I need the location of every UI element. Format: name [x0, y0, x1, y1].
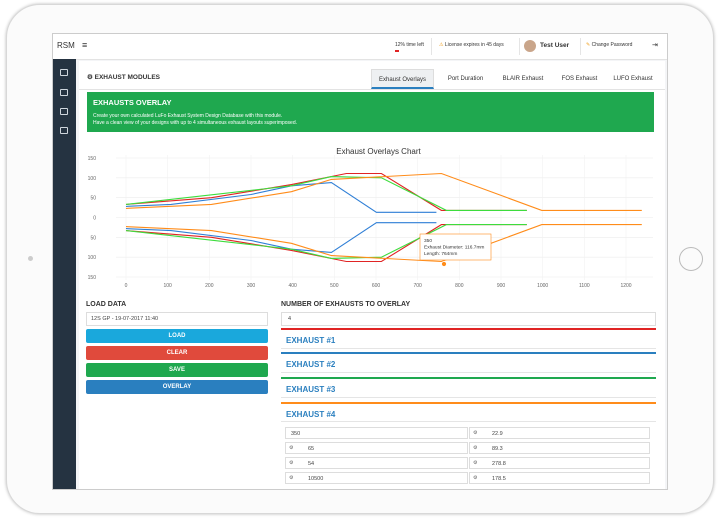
- x-tick-label: 600: [372, 283, 381, 289]
- series-line: [125, 224, 642, 263]
- chart: Exhaust Overlays Chart150100500501001500…: [88, 147, 653, 289]
- load-select-text[interactable]: 12S GP - 19-07-2017 11:40: [91, 316, 159, 322]
- exhaust-count-select[interactable]: 4: [281, 312, 656, 326]
- menu-icon[interactable]: ≡: [82, 40, 88, 50]
- input-field[interactable]: 10500: [285, 472, 468, 484]
- module-title-text: EXHAUST MODULES: [94, 74, 161, 81]
- input-icon: ⚙: [289, 460, 294, 466]
- x-tick-label: 0: [125, 283, 128, 289]
- input-field[interactable]: 350: [285, 427, 468, 439]
- x-tick-label: 1100: [579, 283, 590, 289]
- license-text: License expires in 45 days: [444, 42, 504, 48]
- home-button[interactable]: [679, 247, 703, 271]
- nav-icon[interactable]: [60, 89, 68, 96]
- series-line: [125, 172, 527, 211]
- banner-title: EXHAUSTS OVERLAY: [93, 98, 172, 107]
- x-tick-label: 1200: [620, 283, 631, 289]
- exhaust-count-title: NUMBER OF EXHAUSTS TO OVERLAY: [281, 301, 411, 308]
- top-bar: RSM ≡ 12% time left ⚠ License expires in…: [53, 34, 667, 60]
- change-password-text[interactable]: Change Password: [591, 42, 633, 48]
- y-tick-label: 100: [88, 255, 97, 261]
- change-password[interactable]: ✎ Change Password: [586, 42, 633, 48]
- series-line: [125, 224, 527, 263]
- series-line: [125, 176, 527, 211]
- x-tick-label: 400: [288, 283, 297, 289]
- series-line: [125, 224, 527, 259]
- input-icon: ⚙: [473, 460, 478, 466]
- input-field[interactable]: 54: [285, 457, 468, 469]
- input-field[interactable]: 178.5: [469, 472, 650, 484]
- y-tick-label: 100: [88, 176, 97, 182]
- input-field[interactable]: 22.9: [469, 427, 650, 439]
- tooltip-text: Exhaust Diameter: 116.7mm: [424, 245, 484, 251]
- chart-title: Exhaust Overlays Chart: [336, 147, 421, 156]
- module-title: ⚙ EXHAUST MODULES: [87, 74, 161, 81]
- divider: [580, 38, 581, 55]
- series-line: [125, 172, 642, 211]
- exhaust-panel[interactable]: EXHAUST #1: [281, 328, 656, 349]
- tab[interactable]: Exhaust Overlays: [371, 69, 434, 89]
- tooltip-text: 350: [424, 238, 432, 244]
- input-icon: ⚙: [289, 445, 294, 451]
- banner-line: Create your own calculated LuFo Exhaust …: [93, 113, 283, 119]
- banner: EXHAUSTS OVERLAY Create your own calcula…: [87, 92, 654, 132]
- nav-icon[interactable]: [60, 108, 68, 115]
- tab[interactable]: BLAIR Exhaust: [502, 76, 544, 82]
- input-field[interactable]: 89.3: [469, 442, 650, 454]
- y-tick-label: 150: [88, 156, 97, 162]
- exhaust-panel[interactable]: EXHAUST #3: [281, 377, 656, 398]
- input-icon: ⚙: [289, 475, 294, 481]
- logout-icon[interactable]: ⇥: [652, 42, 658, 49]
- nav-icon[interactable]: [60, 127, 68, 134]
- divider: [79, 89, 665, 90]
- x-tick-label: 300: [247, 283, 256, 289]
- avatar[interactable]: [524, 40, 536, 52]
- nav-icon[interactable]: [60, 69, 68, 76]
- button[interactable]: CLEAR: [86, 346, 268, 360]
- sidebar: [53, 59, 76, 489]
- y-tick-label: 50: [90, 235, 96, 241]
- exhaust-count-text[interactable]: 4: [288, 316, 292, 322]
- input-field[interactable]: 278.8: [469, 457, 650, 469]
- input-icon: ⚙: [473, 430, 478, 436]
- license: ⚠ License expires in 45 days: [439, 42, 504, 48]
- x-tick-label: 800: [455, 283, 464, 289]
- hover-point: [441, 261, 447, 267]
- tab[interactable]: FOS Exhaust: [561, 76, 598, 82]
- button[interactable]: LOAD: [86, 329, 268, 343]
- banner-line: Have a clean view of your designs with u…: [93, 120, 298, 126]
- exhaust-panel[interactable]: EXHAUST #4: [281, 402, 656, 422]
- x-tick-label: 900: [497, 283, 506, 289]
- input-icon: ⚙: [473, 445, 478, 451]
- tooltip-text: Length: 764mm: [424, 251, 457, 257]
- input-field[interactable]: 65: [285, 442, 468, 454]
- divider: [519, 38, 520, 55]
- screen: RSM ≡ 12% time left ⚠ License expires in…: [52, 33, 668, 490]
- time-bar: [395, 50, 399, 52]
- tab[interactable]: Port Duration: [447, 76, 484, 82]
- y-tick-label: 150: [88, 275, 97, 281]
- x-tick-label: 100: [163, 283, 172, 289]
- exhaust-panel[interactable]: EXHAUST #2: [281, 352, 656, 373]
- user-name[interactable]: Test User: [540, 42, 570, 49]
- tooltip: [419, 233, 492, 261]
- time-left: 12% time left: [395, 42, 424, 48]
- button[interactable]: SAVE: [86, 363, 268, 377]
- x-tick-label: 700: [413, 283, 422, 289]
- divider: [431, 38, 432, 55]
- load-title: LOAD DATA: [86, 301, 127, 308]
- tab[interactable]: LUFO Exhaust: [613, 76, 653, 82]
- button[interactable]: OVERLAY: [86, 380, 268, 394]
- y-tick-label: 0: [93, 216, 96, 222]
- y-tick-label: 50: [90, 196, 96, 202]
- brand[interactable]: RSM: [57, 41, 75, 50]
- load-select[interactable]: 12S GP - 19-07-2017 11:40: [86, 312, 268, 326]
- x-tick-label: 1000: [537, 283, 548, 289]
- x-tick-label: 200: [205, 283, 214, 289]
- x-tick-label: 500: [330, 283, 339, 289]
- input-icon: ⚙: [473, 475, 478, 481]
- camera: [28, 256, 33, 261]
